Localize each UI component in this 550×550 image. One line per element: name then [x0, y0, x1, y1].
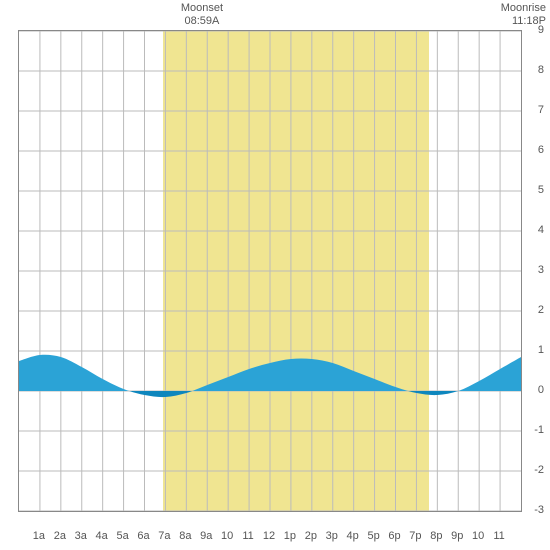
y-tick-label: 8 — [538, 64, 544, 76]
y-tick-label: -3 — [534, 504, 544, 516]
x-tick-label: 10 — [472, 530, 484, 542]
x-tick-label: 11 — [493, 530, 504, 542]
y-tick-label: 5 — [538, 184, 544, 196]
x-tick-label: 8p — [430, 530, 442, 542]
x-tick-label: 2a — [54, 530, 66, 542]
chart-plot-area — [18, 30, 522, 512]
x-tick-label: 5a — [116, 530, 128, 542]
y-tick-label: 7 — [538, 104, 544, 116]
x-tick-label: 6p — [388, 530, 400, 542]
chart-header: Moonset 08:59A Moonrise 11:18P — [0, 2, 550, 30]
x-tick-label: 7a — [158, 530, 170, 542]
moonset-time: 08:59A — [181, 15, 223, 28]
y-tick-label: 1 — [538, 344, 544, 356]
x-tick-label: 8a — [179, 530, 191, 542]
y-tick-label: -1 — [534, 424, 544, 436]
y-tick-label: 9 — [538, 24, 544, 36]
y-tick-label: 4 — [538, 224, 544, 236]
x-tick-label: 1a — [33, 530, 45, 542]
y-tick-label: -2 — [534, 464, 544, 476]
y-tick-label: 6 — [538, 144, 544, 156]
y-tick-label: 0 — [538, 384, 544, 396]
x-tick-label: 6a — [137, 530, 149, 542]
x-tick-label: 2p — [305, 530, 317, 542]
x-tick-label: 3a — [75, 530, 87, 542]
x-tick-label: 4a — [96, 530, 108, 542]
tide-chart-container: Moonset 08:59A Moonrise 11:18P -3-2-1012… — [0, 0, 550, 550]
moonrise-title: Moonrise — [501, 2, 546, 15]
x-tick-label: 12 — [263, 530, 275, 542]
x-tick-label: 3p — [326, 530, 338, 542]
moonset-title: Moonset — [181, 2, 223, 15]
y-tick-label: 3 — [538, 264, 544, 276]
x-tick-label: 9a — [200, 530, 212, 542]
x-tick-label: 7p — [409, 530, 421, 542]
moonset-label: Moonset 08:59A — [181, 2, 223, 28]
x-tick-label: 4p — [347, 530, 359, 542]
x-tick-label: 1p — [284, 530, 296, 542]
x-tick-label: 10 — [221, 530, 233, 542]
x-tick-label: 11 — [242, 530, 253, 542]
x-tick-label: 9p — [451, 530, 463, 542]
x-tick-label: 5p — [367, 530, 379, 542]
tide-curve — [19, 31, 521, 511]
y-tick-label: 2 — [538, 304, 544, 316]
